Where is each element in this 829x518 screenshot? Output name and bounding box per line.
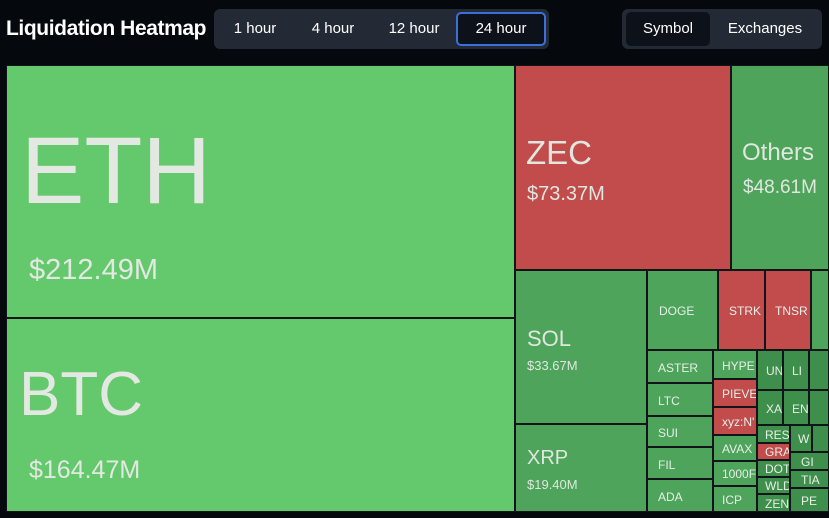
tile-doge[interactable]: DOGE (647, 270, 718, 350)
tile-tnsr-symbol: TNSR (775, 304, 808, 318)
tile-unlabeled[interactable] (811, 270, 829, 350)
tile-icp-symbol: ICP (722, 493, 743, 507)
tile-others-amount: $48.61M (743, 177, 817, 198)
tile-un[interactable]: UN (757, 350, 783, 390)
tile-en[interactable]: EN (783, 390, 809, 425)
tile-strk-symbol: STRK (729, 304, 762, 318)
tile-aster-symbol: ASTER (658, 361, 699, 375)
tile-w[interactable]: W (790, 425, 812, 452)
time-range-selector: 1 hour 4 hour 12 hour 24 hour (214, 9, 549, 49)
tile-w-symbol: W (798, 432, 810, 446)
tile-sui-symbol: SUI (658, 426, 679, 440)
tile-sol-amount: $33.67M (527, 358, 578, 373)
tile-zen[interactable]: ZEN (757, 494, 790, 512)
tile-1000f[interactable]: 1000F (713, 461, 757, 486)
tile-xa[interactable]: XA (757, 390, 783, 425)
tile-zec[interactable]: ZEC $73.37M (515, 65, 731, 270)
tile-eth[interactable]: ETH $212.49M (6, 65, 515, 318)
tile-pe[interactable]: PE (790, 488, 829, 512)
tile-aster[interactable]: ASTER (647, 350, 713, 383)
tile-li-symbol: LI (792, 364, 803, 378)
tile-xa-symbol: XA (766, 402, 783, 416)
tile-doge-symbol: DOGE (659, 304, 695, 318)
tile-wld[interactable]: WLD (757, 477, 790, 494)
tile-pieve-symbol: PIEVE (722, 387, 757, 401)
tile-ada[interactable]: ADA (647, 479, 713, 512)
tile-tia[interactable]: TIA (790, 470, 829, 488)
tab-12-hour[interactable]: 12 hour (388, 20, 440, 37)
tile-sol[interactable]: SOL $33.67M (515, 270, 647, 424)
tile-res-symbol: RES (765, 428, 790, 442)
tile-unlabeled[interactable] (809, 350, 829, 390)
tile-strk[interactable]: STRK (718, 270, 765, 350)
tile-gi-symbol: GI (801, 455, 814, 469)
tile-unlabeled[interactable] (809, 390, 829, 425)
tile-li[interactable]: LI (783, 350, 809, 390)
tile-avax[interactable]: AVAX (713, 435, 757, 461)
tile-ltc-symbol: LTC (658, 394, 680, 408)
tile-zec-amount: $73.37M (527, 183, 605, 205)
tile-sui[interactable]: SUI (647, 416, 713, 447)
tile-hype-symbol: HYPE (722, 359, 755, 373)
tile-pieve[interactable]: PIEVE (713, 379, 757, 407)
view-selector: Symbol Exchanges (622, 9, 822, 49)
tile-ltc[interactable]: LTC (647, 383, 713, 416)
tile-sol-symbol: SOL (527, 326, 572, 351)
tile-wld-symbol: WLD (765, 479, 790, 493)
tile-fil-symbol: FIL (658, 458, 676, 472)
tile-dot[interactable]: DOT (757, 460, 790, 477)
tab-4-hour[interactable]: 4 hour (311, 20, 355, 37)
tile-btc-symbol: BTC (19, 360, 143, 429)
tile-pe-symbol: PE (801, 494, 818, 508)
tile-res[interactable]: RES (757, 425, 790, 443)
tile-hype[interactable]: HYPE (713, 350, 757, 379)
tile-eth-symbol: ETH (21, 118, 211, 224)
tile-ada-symbol: ADA (658, 490, 683, 504)
tile-un-symbol: UN (766, 364, 783, 378)
tile-xrp-symbol: XRP (527, 447, 569, 469)
tab-symbol[interactable]: Symbol (626, 12, 710, 46)
tile-xrp-amount: $19.40M (527, 477, 578, 492)
tile-xyz[interactable]: xyz:N' (713, 407, 757, 435)
tile-avax-symbol: AVAX (722, 442, 753, 456)
tile-gi[interactable]: GI (790, 452, 829, 470)
tab-24-hour[interactable]: 24 hour (456, 12, 546, 46)
tab-1-hour[interactable]: 1 hour (233, 20, 277, 37)
tab-exchanges[interactable]: Exchanges (727, 20, 803, 37)
tile-icp[interactable]: ICP (713, 486, 757, 512)
tile-eth-amount: $212.49M (29, 254, 158, 286)
tile-btc[interactable]: BTC $164.47M (6, 318, 515, 512)
tile-btc-amount: $164.47M (29, 456, 141, 484)
tile-dot-symbol: DOT (765, 462, 790, 476)
tile-en-symbol: EN (792, 402, 809, 416)
page-title: Liquidation Heatmap (6, 17, 207, 40)
tile-unlabeled[interactable] (812, 425, 829, 452)
tile-zen-symbol: ZEN (765, 497, 789, 511)
tile-others-symbol: Others (742, 139, 815, 166)
tile-gra[interactable]: GRA (757, 443, 790, 460)
tile-fil[interactable]: FIL (647, 447, 713, 479)
tile-tia-symbol: TIA (801, 473, 820, 487)
tile-1000f-symbol: 1000F (722, 467, 757, 481)
tile-xyz-symbol: xyz:N' (722, 415, 755, 429)
tile-others[interactable]: Others $48.61M (731, 65, 829, 270)
tile-zec-symbol: ZEC (526, 134, 592, 171)
tile-gra-symbol: GRA (765, 445, 790, 459)
tile-tnsr[interactable]: TNSR (765, 270, 811, 350)
heatmap-treemap: ETH $212.49M BTC $164.47M ZEC $73.37M Ot… (6, 65, 829, 512)
tile-xrp[interactable]: XRP $19.40M (515, 424, 647, 512)
